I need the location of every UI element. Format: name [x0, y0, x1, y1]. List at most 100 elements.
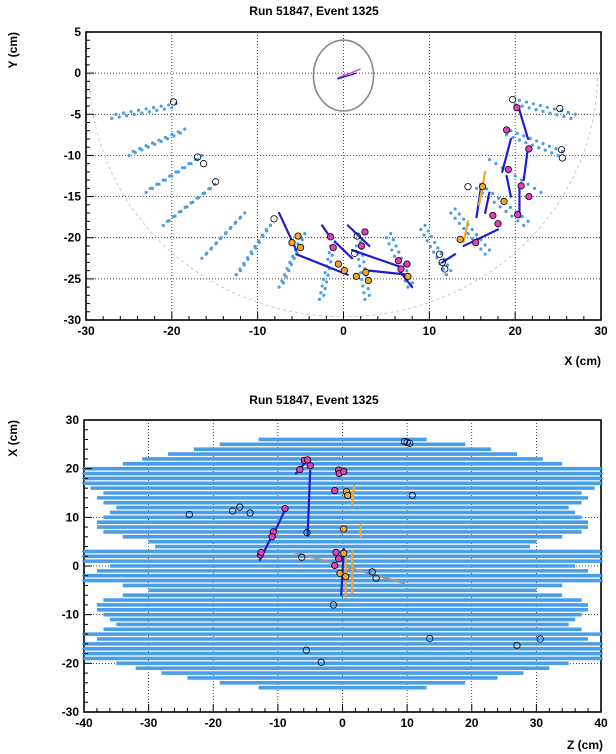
ladder-pixel — [425, 239, 429, 243]
xy-projection-chart: Run 51847, Event 1325 -30 -20 -10 0 10 20 30 -… — [6, 4, 608, 368]
ladder-pixel — [508, 205, 512, 209]
hits — [185, 437, 544, 666]
ladder-pixel — [422, 233, 426, 237]
hit-marker — [270, 215, 278, 223]
x-tick-label: -10 — [269, 716, 287, 730]
ladder-pixel — [277, 285, 281, 289]
hit-marker — [169, 98, 178, 106]
x-axis-label: Z (cm) — [567, 738, 603, 752]
ladder-pixel — [392, 254, 397, 258]
ladder-pixel — [148, 186, 152, 190]
hit-marker — [536, 635, 544, 643]
ladder-pixel — [326, 273, 330, 277]
ladder-pixel — [397, 250, 401, 254]
ladder-pixel — [522, 223, 526, 227]
hit-marker — [403, 260, 411, 268]
ladder-pixel — [569, 116, 573, 120]
y-tick-label: -20 — [64, 231, 82, 245]
ladder-pixel — [441, 267, 445, 271]
ladder-pixel — [433, 240, 437, 244]
ladder-pixel — [125, 114, 129, 118]
hit-marker — [296, 243, 305, 252]
x-tick-label: 40 — [594, 716, 608, 730]
hit-marker — [464, 183, 472, 191]
hit-marker — [513, 104, 521, 112]
x-tick-label: -40 — [75, 716, 93, 730]
ladder-pixel — [496, 196, 501, 200]
hit-marker — [408, 491, 416, 500]
ladder-pixel — [250, 252, 254, 256]
ladder-pixel — [303, 232, 307, 236]
ladder-pixel — [317, 297, 322, 302]
ladder-pixel — [526, 182, 530, 186]
axes-ticks — [83, 419, 602, 713]
ladder-pixel — [552, 107, 556, 111]
ladder-pixel — [445, 263, 450, 267]
hit-marker — [335, 555, 343, 563]
x-tick-label: 10 — [400, 716, 414, 730]
ladder-pixel — [323, 287, 327, 291]
hit-marker — [494, 220, 502, 228]
ladder-pixel — [167, 103, 171, 107]
hit-marker — [489, 211, 497, 220]
x-tick-label: 30 — [530, 716, 544, 730]
hit-marker — [364, 276, 372, 285]
ladder-pixel — [524, 140, 528, 145]
ladder-pixel — [520, 215, 524, 219]
x-tick-label: 10 — [423, 324, 437, 338]
y-tick-labels: -30 -25 -20 -15 -10 -5 0 5 — [64, 25, 82, 327]
ladder-pixel — [234, 273, 238, 277]
ladder-pixel — [257, 240, 261, 244]
ladder-pixel — [144, 190, 148, 195]
ladder-pixel — [545, 105, 549, 109]
ladder-pixel — [359, 271, 363, 275]
ladder-pixel — [323, 271, 327, 275]
ladder-pixel — [470, 237, 474, 241]
ladder-pixel — [204, 252, 208, 256]
hit-marker — [508, 95, 517, 104]
ladder-pixel — [566, 110, 570, 115]
track-segment — [333, 240, 354, 260]
ladder-pixel — [200, 256, 204, 260]
ladder-pixel — [356, 257, 361, 261]
hit-marker — [478, 183, 487, 191]
tracks — [278, 109, 530, 289]
ladder-pixel — [511, 135, 515, 140]
ladder-pixel — [165, 219, 170, 223]
hit-marker — [472, 239, 480, 247]
ladder-pixel — [150, 141, 155, 145]
ladder-pixel — [147, 110, 151, 114]
hit-marker — [246, 509, 254, 517]
ladder-pixel — [531, 102, 536, 106]
y-tick-label: -15 — [64, 190, 82, 204]
ladder-pixel — [410, 281, 414, 285]
track-segment — [346, 224, 371, 248]
ladder-pixel — [547, 144, 552, 148]
beam-pipe — [312, 39, 375, 112]
x-tick-label: 0 — [339, 716, 346, 730]
hit-marker — [525, 192, 533, 201]
y-tick-label: 0 — [74, 66, 81, 80]
ladder-pixel — [223, 232, 228, 236]
hit-marker — [368, 568, 376, 576]
track-segment — [350, 248, 401, 268]
ladder-pixel — [487, 248, 492, 252]
hit-marker — [456, 235, 464, 243]
ladder-pixel — [535, 139, 539, 143]
ladder-pixel — [520, 104, 524, 108]
ladder-pixel — [527, 106, 531, 110]
ladder-pixel — [163, 135, 167, 140]
track-segment — [273, 507, 287, 534]
ladder-pixel — [326, 257, 330, 261]
y-axis-label: Y (cm) — [6, 32, 20, 68]
ladder-pixel — [510, 214, 514, 218]
hits — [169, 95, 566, 285]
track-segment — [518, 109, 530, 141]
ladder-pixel — [243, 211, 247, 215]
x-tick-label: -30 — [77, 324, 95, 338]
ladder-pixel — [238, 216, 242, 220]
ladder-pixel — [322, 277, 326, 281]
hit-marker — [336, 569, 344, 577]
hit-marker — [296, 466, 304, 474]
x-tick-label: 20 — [508, 324, 522, 338]
